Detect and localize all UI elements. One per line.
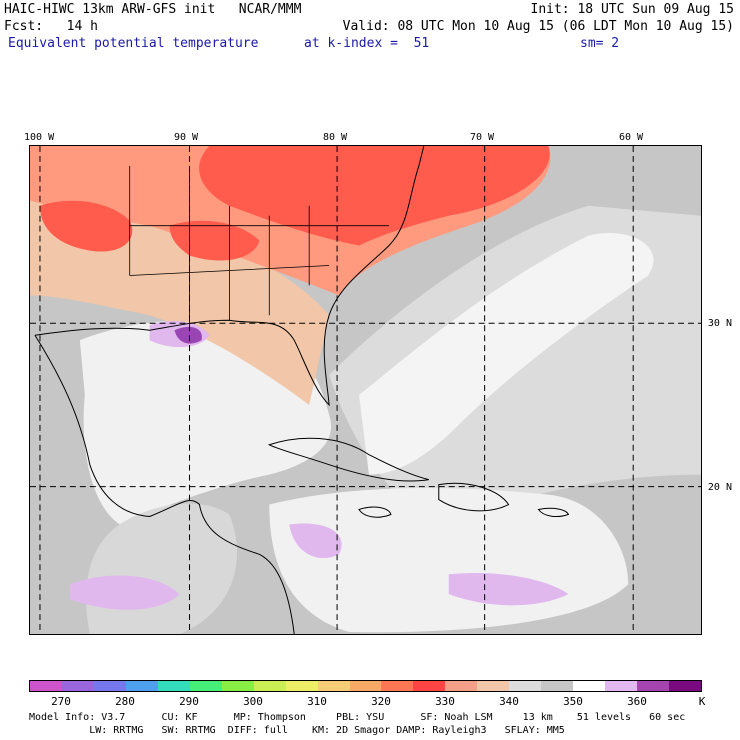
colorbar-swatch bbox=[93, 681, 126, 691]
colorbar-label-330: 330 bbox=[435, 695, 455, 708]
colorbar-swatch bbox=[61, 681, 94, 691]
colorbar-label-310: 310 bbox=[307, 695, 327, 708]
lavender-patch-south bbox=[448, 572, 569, 606]
valid-time: Valid: 08 UTC Mon 10 Aug 15 (06 LDT Mon … bbox=[342, 19, 734, 34]
colorbar-label-350: 350 bbox=[563, 695, 583, 708]
purple-core-louisiana bbox=[174, 326, 202, 344]
lat-label-30n: 30 N bbox=[707, 318, 732, 329]
model-info-line1: Model Info: V3.7 CU: KF MP: Thompson PBL… bbox=[29, 712, 686, 723]
colorbar-swatch bbox=[413, 681, 446, 691]
colorbar-swatch bbox=[253, 681, 286, 691]
jamaica-outline bbox=[358, 506, 392, 518]
colorbar-swatch bbox=[157, 681, 190, 691]
colorbar-label-280: 280 bbox=[115, 695, 135, 708]
hispaniola-outline bbox=[438, 482, 510, 512]
lon-label-60w: 60 W bbox=[619, 132, 644, 143]
level-index: at k-index = 51 bbox=[304, 36, 430, 51]
colorbar-swatch bbox=[30, 681, 62, 691]
colorbar-label-360: 360 bbox=[627, 695, 647, 708]
colorbar-units: K bbox=[698, 695, 706, 708]
white-band bbox=[359, 233, 654, 475]
puerto-rico-outline bbox=[537, 507, 570, 518]
smoothing: sm= 2 bbox=[580, 36, 620, 51]
colorbar-label-320: 320 bbox=[371, 695, 391, 708]
hot-core-east bbox=[199, 146, 550, 246]
colorbar-label-290: 290 bbox=[179, 695, 199, 708]
mexico-coastline bbox=[34, 334, 295, 634]
colorbar-swatch bbox=[605, 681, 638, 691]
colorbar-swatch bbox=[285, 681, 318, 691]
colorbar-swatch bbox=[637, 681, 670, 691]
lon-label-80w: 80 W bbox=[323, 132, 348, 143]
colorbar-swatch bbox=[381, 681, 414, 691]
colorbar-label-270: 270 bbox=[51, 695, 71, 708]
colorbar-swatch bbox=[221, 681, 254, 691]
colorbar-swatch bbox=[573, 681, 606, 691]
lon-label-100w: 100 W bbox=[24, 132, 55, 143]
forecast-hour: Fcst: 14 h bbox=[4, 19, 98, 34]
colorbar-swatch bbox=[189, 681, 222, 691]
lon-label-70w: 70 W bbox=[470, 132, 495, 143]
cuba-outline bbox=[267, 437, 429, 482]
colorbar bbox=[29, 680, 702, 692]
colorbar-swatch bbox=[317, 681, 350, 691]
colorbar-label-300: 300 bbox=[243, 695, 263, 708]
us-coastline bbox=[34, 146, 425, 407]
colorbar-swatch bbox=[669, 681, 702, 691]
hot-core-plains bbox=[39, 200, 133, 252]
lon-label-90w: 90 W bbox=[174, 132, 199, 143]
title-left: HAIC-HIWC 13km ARW-GFS init NCAR/MMM bbox=[4, 2, 302, 17]
init-time: Init: 18 UTC Sun 09 Aug 15 bbox=[530, 2, 735, 17]
colorbar-swatch bbox=[349, 681, 382, 691]
caribbean-field bbox=[269, 488, 629, 633]
lat-lon-grid bbox=[30, 146, 701, 634]
lat-label-20n: 20 N bbox=[707, 482, 732, 493]
colorbar-swatch bbox=[445, 681, 478, 691]
colorbar-swatch bbox=[477, 681, 510, 691]
lavender-patch-mexico bbox=[69, 575, 180, 610]
colorbar-label-340: 340 bbox=[499, 695, 519, 708]
model-info-line2: LW: RRTMG SW: RRTMG DIFF: full KM: 2D Sm… bbox=[29, 725, 565, 736]
colorbar-swatch bbox=[509, 681, 542, 691]
colorbar-swatch bbox=[541, 681, 574, 691]
field-name: Equivalent potential temperature bbox=[8, 36, 259, 51]
lavender-patch-caribbean bbox=[289, 523, 342, 559]
hot-core-south bbox=[169, 220, 260, 261]
theta-e-map bbox=[29, 145, 702, 635]
colorbar-swatch bbox=[125, 681, 158, 691]
